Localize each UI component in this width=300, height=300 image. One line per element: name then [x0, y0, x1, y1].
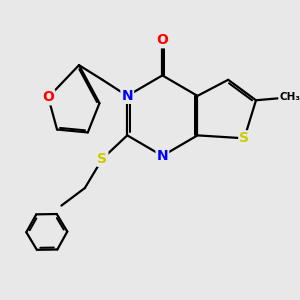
Text: CH₃: CH₃ [279, 92, 300, 102]
Text: O: O [42, 90, 54, 104]
Text: S: S [98, 152, 107, 166]
Text: O: O [156, 33, 168, 47]
Text: N: N [122, 89, 133, 103]
Text: S: S [239, 131, 249, 145]
Text: N: N [157, 149, 168, 163]
